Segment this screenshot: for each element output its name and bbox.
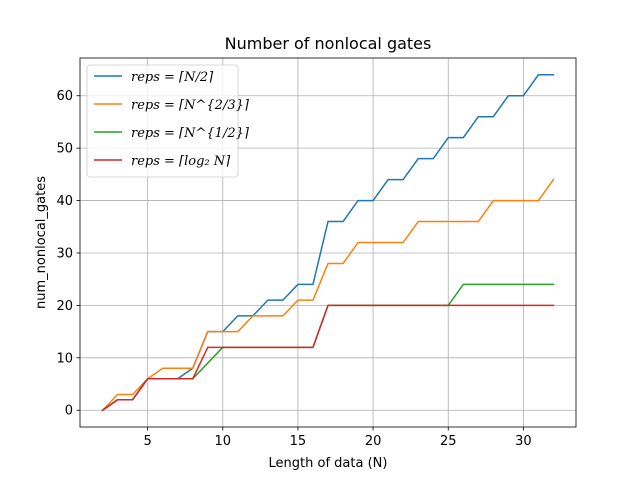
plot-frame bbox=[79, 57, 577, 428]
legend-label-4: reps = ⌈log₂ N⌉ bbox=[131, 154, 231, 169]
legend-label-1: reps = ⌈N/2⌉ bbox=[131, 70, 214, 85]
x-tick-label: 30 bbox=[515, 434, 532, 449]
x-axis: 5 10 15 20 25 30 bbox=[143, 427, 532, 449]
series-line-4 bbox=[101, 304, 555, 412]
y-axis-label: num_nonlocal_gates bbox=[34, 176, 49, 309]
legend-label-3: reps = ⌈N^{1/2}⌉ bbox=[131, 126, 250, 141]
legend-label-2: reps = ⌈N^{2/3}⌉ bbox=[131, 98, 250, 113]
y-tick-label: 10 bbox=[56, 351, 73, 366]
legend-box bbox=[86, 64, 239, 178]
x-tick-label: 10 bbox=[215, 434, 232, 449]
x-tick-label: 25 bbox=[440, 434, 457, 449]
chart-title: Number of nonlocal gates bbox=[225, 34, 432, 53]
y-tick-label: 0 bbox=[65, 404, 73, 419]
y-tick-label: 60 bbox=[56, 89, 73, 104]
x-axis-label: Length of data (N) bbox=[269, 456, 388, 471]
x-tick-label: 20 bbox=[365, 434, 382, 449]
x-tick-label: 5 bbox=[143, 434, 151, 449]
series-layer bbox=[101, 74, 555, 412]
x-tick-label: 15 bbox=[290, 434, 307, 449]
y-tick-label: 20 bbox=[56, 299, 73, 314]
y-tick-label: 30 bbox=[56, 246, 73, 261]
series-line-2 bbox=[101, 178, 555, 412]
y-tick-label: 50 bbox=[56, 142, 73, 157]
legend: reps = ⌈N/2⌉ reps = ⌈N^{2/3}⌉ reps = ⌈N^{1… bbox=[86, 64, 250, 178]
y-tick-label: 40 bbox=[56, 194, 73, 209]
y-axis: 0 10 20 30 40 50 60 bbox=[56, 89, 80, 419]
series-line-3 bbox=[101, 283, 555, 412]
